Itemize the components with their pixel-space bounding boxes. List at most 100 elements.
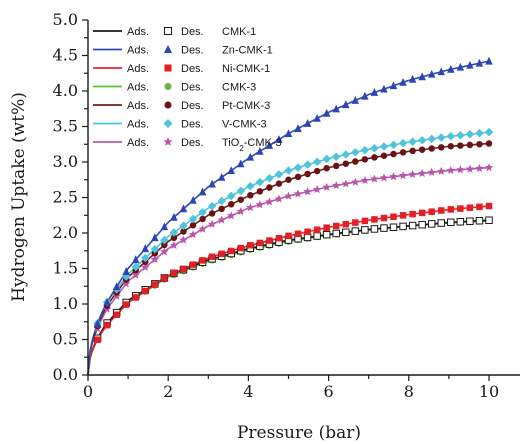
series-point bbox=[427, 134, 436, 144]
series-point bbox=[408, 137, 417, 146]
series-point bbox=[293, 189, 303, 198]
series-point bbox=[266, 184, 273, 191]
series-point bbox=[179, 204, 188, 213]
series-point bbox=[236, 207, 245, 216]
series-point bbox=[170, 234, 178, 242]
series-point bbox=[284, 129, 293, 138]
series-point bbox=[380, 214, 388, 222]
series-line bbox=[87, 166, 490, 376]
series-point bbox=[380, 84, 388, 93]
series-point bbox=[428, 145, 435, 152]
x-axis-ticks: 0 2 4 6 8 10 bbox=[83, 375, 499, 401]
series-point bbox=[227, 247, 235, 255]
series-point bbox=[476, 140, 483, 148]
series-marker-group bbox=[94, 202, 493, 343]
series-point bbox=[332, 222, 340, 230]
legend-des-label: Des. bbox=[181, 119, 204, 131]
series-point bbox=[371, 154, 378, 161]
series-point bbox=[389, 172, 398, 181]
series-point bbox=[236, 186, 246, 196]
series-marker-group bbox=[93, 56, 493, 327]
series-point bbox=[103, 321, 111, 329]
series-point bbox=[170, 269, 178, 277]
series-point bbox=[122, 267, 130, 275]
axes bbox=[87, 20, 520, 376]
series-point bbox=[408, 74, 417, 83]
series-point bbox=[342, 100, 350, 109]
series-point bbox=[361, 91, 369, 100]
series-point bbox=[437, 166, 446, 175]
series-point bbox=[237, 196, 245, 203]
x-tick-label: 6 bbox=[324, 382, 334, 401]
series-point bbox=[398, 138, 408, 148]
series-point bbox=[390, 150, 397, 158]
series-point bbox=[322, 182, 331, 191]
series-point bbox=[208, 210, 216, 217]
legend-series-name: Zn-CMK-1 bbox=[222, 45, 273, 57]
series-point bbox=[246, 152, 255, 161]
legend-ads-label: Ads. bbox=[127, 119, 149, 131]
series-point bbox=[198, 207, 207, 217]
legend-entry: Ads. Des. TiO2-CMK-3 bbox=[93, 137, 282, 153]
series-point bbox=[399, 77, 407, 86]
series-point bbox=[247, 242, 254, 249]
series-point bbox=[113, 311, 120, 319]
series-point bbox=[427, 69, 436, 78]
series-point bbox=[418, 146, 426, 153]
series-point bbox=[285, 176, 292, 183]
series-point bbox=[246, 181, 255, 191]
series-point bbox=[160, 222, 169, 231]
legend-des-label: Des. bbox=[181, 82, 204, 94]
y-tick-label: 1.5 bbox=[53, 259, 78, 278]
series-point bbox=[141, 262, 150, 271]
series-point bbox=[361, 217, 369, 225]
series-point bbox=[332, 181, 341, 190]
series-point bbox=[189, 195, 197, 204]
series-point bbox=[303, 233, 312, 242]
legend-series-name: Pt-CMK-3 bbox=[222, 100, 270, 112]
legend-entry: Ads. Des. Zn-CMK-1 bbox=[93, 45, 273, 57]
legend-ads-label: Ads. bbox=[127, 26, 149, 38]
series-point bbox=[150, 244, 160, 254]
series-point bbox=[418, 220, 426, 229]
series-point bbox=[150, 255, 160, 264]
series-point bbox=[438, 144, 445, 151]
legend-entry: Ads. Des. CMK-1 bbox=[93, 26, 256, 38]
series-point bbox=[294, 173, 302, 181]
series-point bbox=[409, 210, 416, 218]
series-point bbox=[303, 160, 312, 170]
series-point bbox=[131, 262, 140, 272]
series-point bbox=[485, 140, 493, 147]
series-point bbox=[418, 209, 426, 217]
series-point bbox=[218, 250, 225, 258]
series-point bbox=[351, 177, 360, 186]
series-point bbox=[207, 201, 217, 211]
legend-ads-label: Ads. bbox=[127, 63, 149, 75]
series-point bbox=[475, 216, 484, 225]
legend-entry: Ads. Des. Pt-CMK-3 bbox=[93, 100, 270, 112]
series-point bbox=[331, 152, 341, 161]
series-point bbox=[103, 297, 111, 306]
series-point bbox=[275, 180, 283, 187]
series-point bbox=[484, 127, 494, 137]
series-point bbox=[313, 167, 321, 175]
series-point bbox=[266, 237, 273, 244]
series-point bbox=[322, 230, 331, 239]
series-point bbox=[457, 205, 464, 212]
series-point bbox=[380, 224, 388, 232]
series-point bbox=[437, 219, 446, 227]
series-point bbox=[131, 255, 140, 264]
series-point bbox=[179, 235, 188, 244]
series-point bbox=[112, 291, 121, 300]
y-tick-label: 3.0 bbox=[53, 152, 78, 171]
series-point bbox=[446, 131, 456, 141]
series-point bbox=[265, 174, 274, 183]
series-point bbox=[322, 108, 331, 117]
series-point bbox=[132, 294, 139, 301]
series-point bbox=[94, 336, 101, 343]
series-point bbox=[418, 72, 426, 81]
series-point bbox=[274, 170, 284, 179]
series-point bbox=[447, 142, 455, 150]
series-point bbox=[169, 240, 179, 249]
